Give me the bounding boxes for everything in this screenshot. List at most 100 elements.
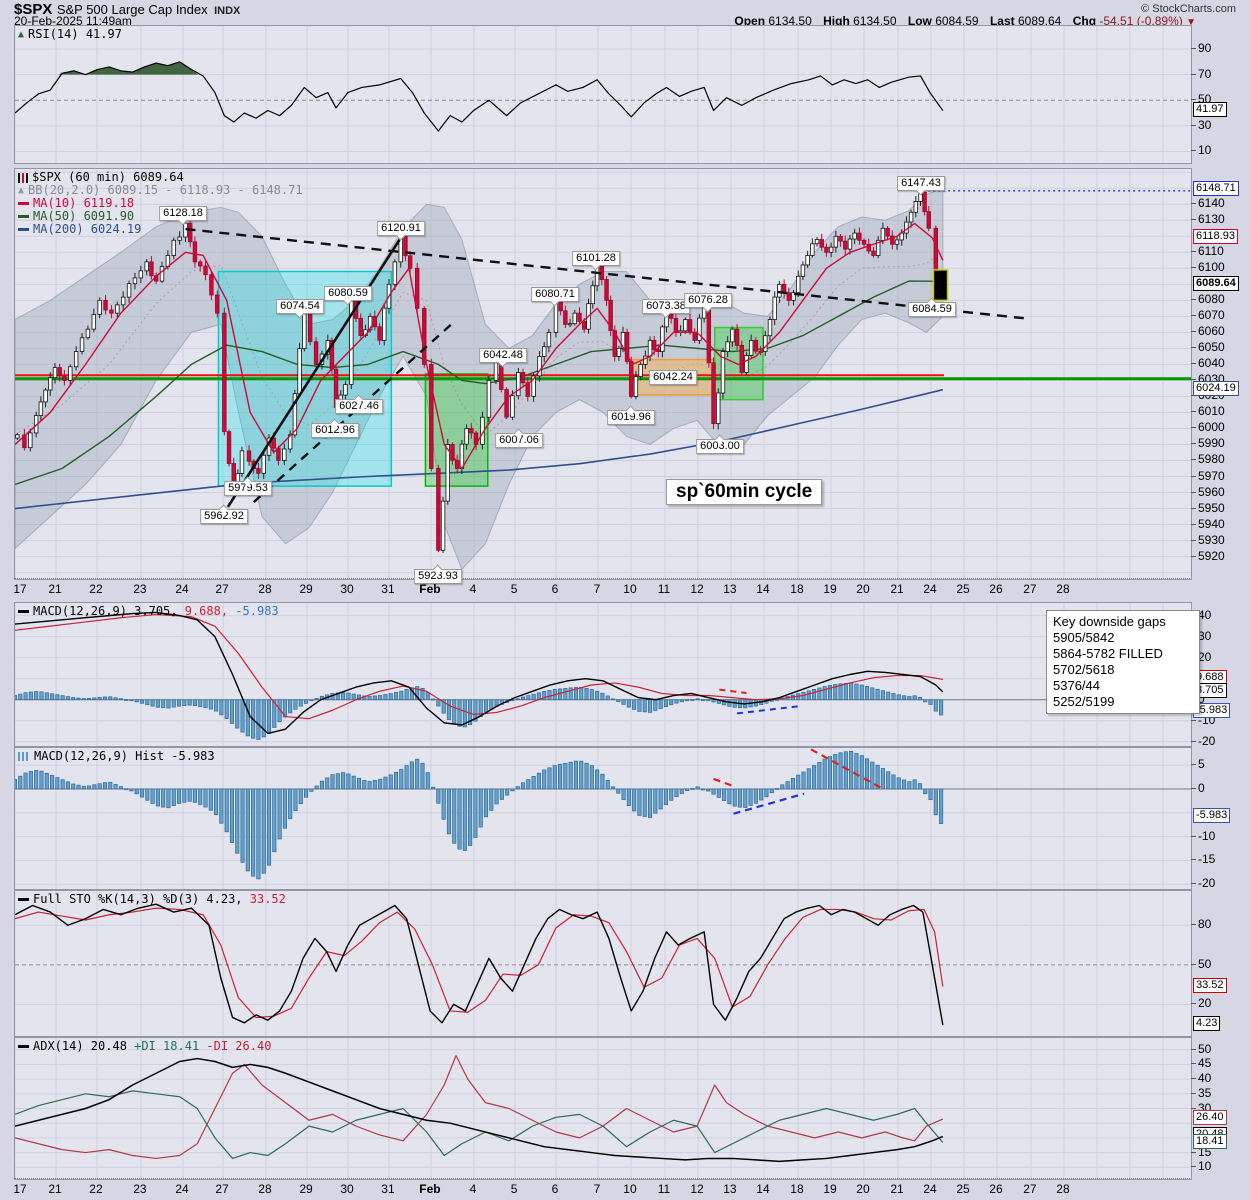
gaps-line: 5864-5782 FILLED (1053, 646, 1163, 661)
axis-value-tag: 33.52 (1193, 977, 1227, 993)
adx-plot (15, 1038, 1191, 1179)
price-legend: MA(200) 6024.19 (18, 223, 141, 236)
legend-text: MA(10) 6119.18 (33, 196, 135, 210)
date-label: 28 (258, 1182, 272, 1196)
axis-tick (1191, 150, 1196, 152)
macd-legend: MACD(12,26,9) 3.705, 9.688, -5.983 (18, 605, 279, 618)
axis-tick (1191, 299, 1196, 301)
macdhist-plot (15, 748, 1191, 889)
axis-value-tag: 6118.93 (1193, 228, 1238, 244)
price-callout: 6019.96 (607, 410, 655, 425)
date-label: 27 (215, 582, 229, 596)
legend-text: RSI(14) 41.97 (28, 27, 122, 41)
date-label: 22 (89, 582, 103, 596)
price-callout: 6128.18 (159, 206, 207, 221)
axis-label: 20 (1198, 996, 1212, 1011)
adx-legend: ADX(14) 20.48 +DI 18.41 -DI 26.40 (18, 1040, 271, 1053)
axis-tick (1191, 99, 1196, 101)
date-label: 12 (690, 582, 704, 596)
legend-text: MA(200) 6024.19 (33, 222, 142, 236)
macdhist-legend: MACD(12,26,9) Hist -5.983 (18, 750, 215, 763)
axis-label: 10 (1198, 143, 1212, 158)
axis-tick (1191, 1151, 1196, 1153)
axis-label: 0 (1198, 691, 1205, 706)
date-label: 10 (623, 582, 637, 596)
date-label: 11 (657, 582, 671, 596)
axis-tick (1191, 1166, 1196, 1168)
date-label: 14 (756, 1182, 770, 1196)
axis-label: 6100 (1198, 260, 1225, 275)
axis-tick (1191, 539, 1196, 541)
chg-down-triangle-icon[interactable]: ▼ (1186, 17, 1196, 28)
date-label: 29 (299, 582, 313, 596)
legend-text: -5.983 (228, 604, 279, 618)
axis-tick (1191, 719, 1196, 721)
macd-panel (14, 602, 1192, 747)
date-label: 30 (340, 1182, 354, 1196)
legend-text: ADX(14) 20.48 (33, 1039, 135, 1053)
price-callout: 6147.43 (897, 176, 945, 191)
axis-label: -20 (1198, 876, 1216, 891)
price-callout: 6120.91 (377, 221, 425, 236)
macd-plot (15, 603, 1191, 746)
rsi-panel (14, 25, 1192, 164)
axis-label: 5970 (1198, 468, 1225, 483)
price-callout: 6101.28 (572, 251, 620, 266)
price-callout: 6012.96 (311, 423, 359, 438)
axis-label: 30 (1198, 628, 1212, 643)
axis-label: 6060 (1198, 324, 1225, 339)
axis-tick (1191, 859, 1196, 861)
date-label: Feb (419, 582, 441, 596)
axis-tick (1191, 363, 1196, 365)
axis-label: -20 (1198, 733, 1216, 748)
date-label: 28 (258, 582, 272, 596)
date-label: 17 (13, 582, 27, 596)
axis-tick (1191, 411, 1196, 413)
date-label: 22 (89, 1182, 103, 1196)
axis-value-tag: 4.23 (1193, 1016, 1221, 1032)
open-label: Open (734, 14, 766, 28)
legend-text: $SPX (60 min) 6089.64 (32, 170, 184, 184)
price-callout: 6003.00 (696, 439, 744, 454)
date-label: 24 (923, 582, 937, 596)
date-label: 12 (690, 1182, 704, 1196)
axis-value-tag: 41.97 (1193, 101, 1227, 117)
candle-icon (18, 172, 28, 183)
date-label: 6 (551, 582, 559, 596)
date-label: 13 (723, 1182, 737, 1196)
axis-label: 50 (1198, 956, 1212, 971)
date-label: 11 (657, 1182, 671, 1196)
axis-tick (1191, 924, 1196, 926)
axis-label: 80 (1198, 917, 1212, 932)
axis-label: 6050 (1198, 340, 1225, 355)
dash-icon (18, 228, 29, 231)
axis-label: 6070 (1198, 308, 1225, 323)
date-label: 18 (790, 1182, 804, 1196)
legend-text: Full STO %K(14,3) %D(3) 4.23, (33, 892, 243, 906)
axis-label: 5 (1198, 757, 1205, 772)
price-callout: 5923.93 (414, 569, 462, 584)
date-label: 10 (623, 1182, 637, 1196)
dash-icon (18, 610, 29, 613)
axis-label: 5990 (1198, 436, 1225, 451)
axis-tick (1191, 267, 1196, 269)
axis-tick (1191, 1003, 1196, 1005)
key-gaps-note: Key downside gaps 5905/5842 5864-5782 FI… (1046, 610, 1200, 714)
date-label: 4 (469, 1182, 477, 1196)
date-label: 28 (1056, 1182, 1070, 1196)
date-label: 24 (923, 1182, 937, 1196)
legend-text: +DI 18.41 (134, 1039, 207, 1053)
date-label: 6 (551, 1182, 559, 1196)
axis-tick (1191, 555, 1196, 557)
axis-tick (1191, 443, 1196, 445)
axis-tick (1191, 740, 1196, 742)
price-callout: 6080.71 (531, 287, 579, 302)
gaps-line: 5252/5199 (1053, 694, 1115, 709)
date-label: 13 (723, 582, 737, 596)
axis-label: 10 (1198, 1159, 1212, 1174)
last-label: Last (989, 14, 1015, 28)
axis-tick (1191, 459, 1196, 461)
axis-label: 40 (1198, 1071, 1212, 1086)
